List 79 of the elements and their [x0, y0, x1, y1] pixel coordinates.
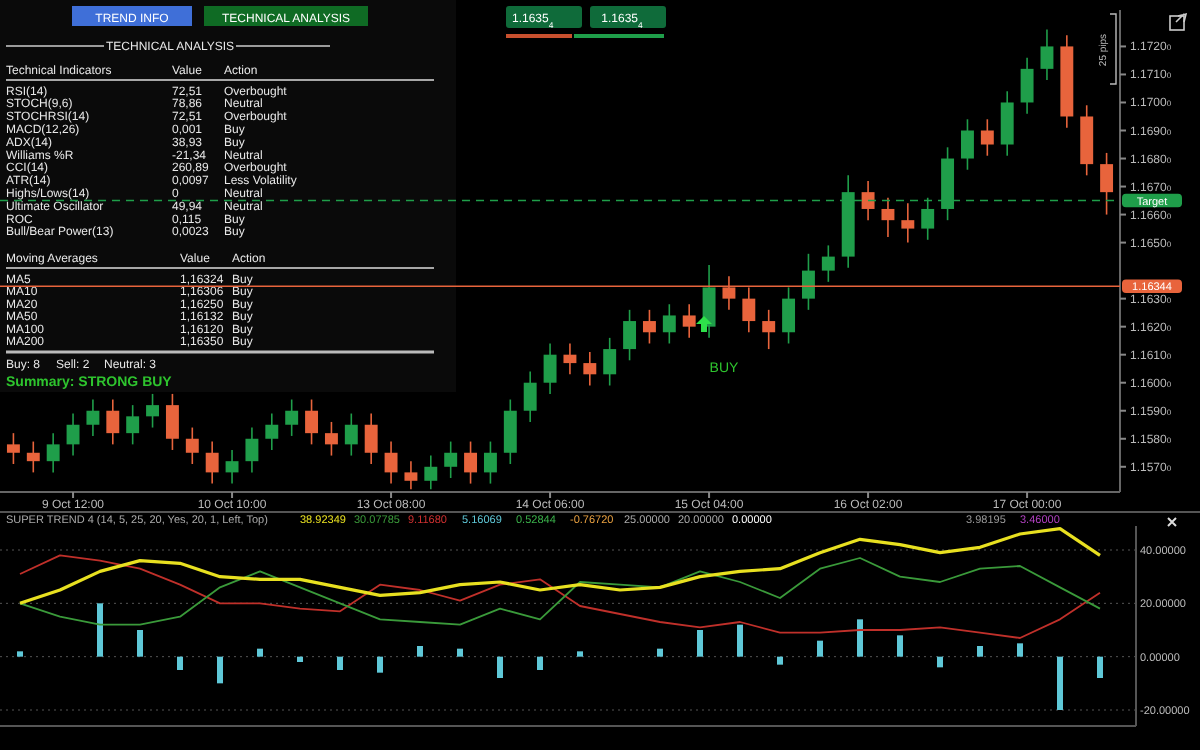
candlestick	[563, 342, 577, 376]
bar	[137, 630, 143, 657]
bar	[1097, 656, 1103, 678]
candlestick	[801, 253, 815, 311]
candlestick	[205, 440, 219, 485]
candlestick	[980, 118, 994, 157]
bar	[457, 648, 463, 657]
candlestick	[165, 393, 179, 451]
candlestick	[126, 404, 140, 446]
candlestick	[861, 180, 875, 221]
candlestick	[682, 303, 696, 339]
candlestick	[86, 398, 100, 437]
candlestick	[424, 454, 438, 490]
candlestick	[1080, 104, 1094, 177]
candlestick	[762, 309, 776, 350]
bar	[977, 646, 983, 657]
candlestick	[324, 421, 338, 457]
candlestick	[483, 440, 497, 485]
bar	[257, 648, 263, 657]
candlestick	[305, 398, 319, 446]
candlestick	[821, 244, 835, 283]
bar	[377, 656, 383, 673]
bar	[177, 656, 183, 670]
candlestick	[384, 440, 398, 485]
candlestick	[881, 196, 895, 238]
candlestick	[66, 412, 80, 457]
bar	[17, 651, 23, 657]
candlestick	[782, 286, 796, 345]
candlestick	[464, 440, 478, 485]
bar	[737, 624, 743, 657]
candlestick	[404, 460, 418, 490]
candlestick	[26, 440, 40, 474]
bar	[97, 603, 103, 657]
bar	[1057, 656, 1063, 710]
candlestick	[106, 398, 120, 446]
candlestick	[623, 309, 637, 362]
bar	[817, 640, 823, 657]
candlestick	[543, 342, 557, 395]
line-series	[19, 557, 1101, 626]
candlestick	[662, 303, 676, 345]
candlestick	[1100, 152, 1114, 216]
candlestick	[364, 412, 378, 465]
bar	[897, 635, 903, 657]
candlestick	[265, 412, 279, 451]
candlestick	[523, 370, 537, 423]
candlestick	[1000, 90, 1014, 157]
candlestick	[603, 337, 617, 387]
candlestick	[46, 432, 60, 474]
candlestick	[444, 440, 458, 479]
bar	[337, 656, 343, 670]
bar	[497, 656, 503, 678]
bar	[657, 648, 663, 657]
candlestick	[1040, 28, 1054, 81]
candlestick	[146, 393, 160, 429]
candlestick	[344, 412, 358, 457]
candlestick	[245, 426, 259, 474]
bar	[777, 656, 783, 665]
candlestick	[901, 202, 915, 244]
candlestick	[6, 432, 20, 465]
bar	[577, 651, 583, 657]
candlestick	[285, 398, 299, 437]
bar	[417, 646, 423, 657]
candlestick	[583, 351, 597, 387]
bar	[857, 619, 863, 657]
bar	[217, 656, 223, 684]
bar	[537, 656, 543, 670]
candlestick	[702, 264, 716, 339]
bar	[937, 656, 943, 668]
line-series	[18, 527, 1102, 605]
bar	[697, 630, 703, 657]
candlestick	[185, 426, 199, 465]
candlestick	[503, 398, 517, 465]
bar	[1017, 643, 1023, 657]
line-series	[19, 554, 1101, 639]
candlestick	[960, 118, 974, 171]
candlestick	[1020, 56, 1034, 115]
candlestick	[225, 449, 239, 485]
bar	[297, 656, 303, 662]
candlestick	[642, 309, 656, 345]
